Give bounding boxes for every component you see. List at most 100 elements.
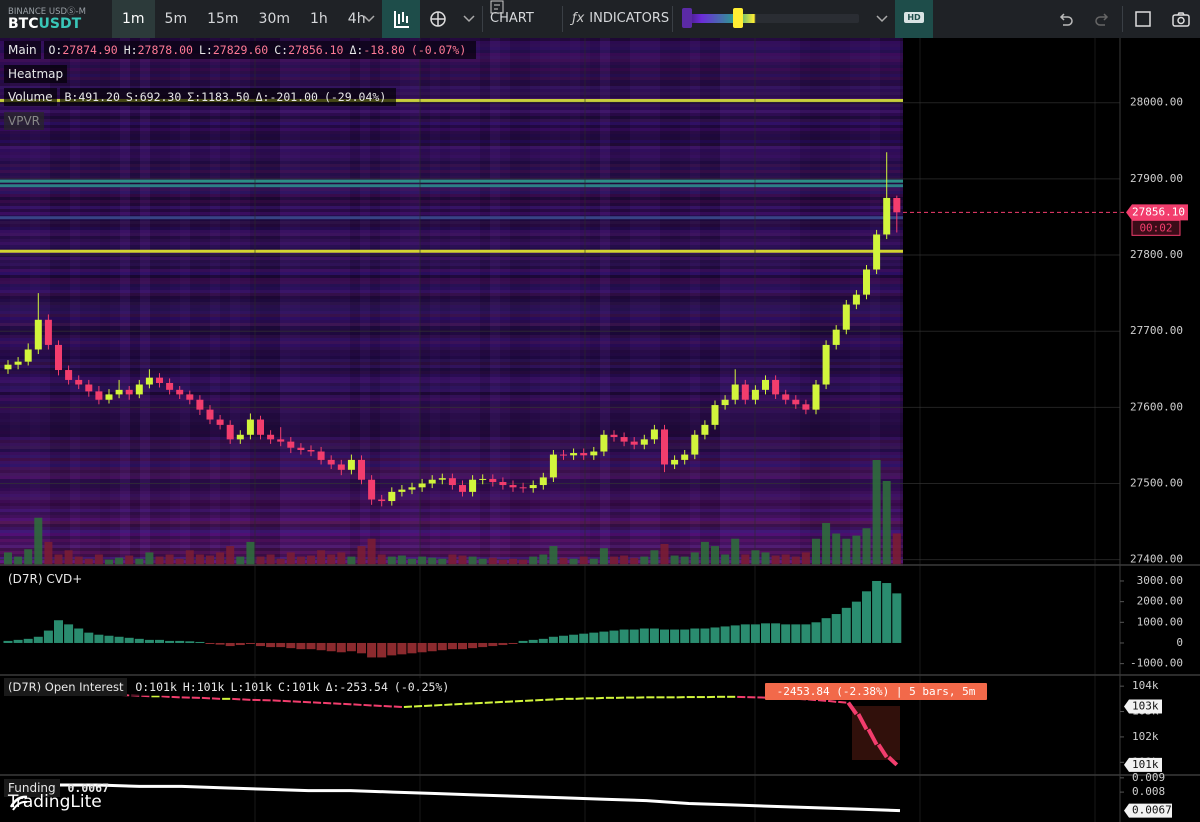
candle-icon bbox=[394, 11, 409, 28]
heatmap-stripe bbox=[0, 218, 903, 221]
heatmap-column bbox=[780, 38, 790, 565]
volume-bar bbox=[680, 556, 689, 565]
heatmap-stripe bbox=[0, 533, 903, 536]
heatmap-stripe bbox=[0, 137, 903, 140]
slider-handle[interactable] bbox=[733, 8, 743, 28]
pane-title[interactable]: Main bbox=[4, 41, 41, 59]
candle-body bbox=[307, 450, 315, 452]
volume-bar bbox=[579, 556, 588, 565]
heatmap-stripe bbox=[0, 242, 903, 245]
candle-type-button[interactable] bbox=[382, 0, 420, 38]
volume-bar bbox=[781, 554, 790, 565]
legend-item: (-0.07%) bbox=[411, 43, 466, 57]
overlay-title[interactable]: Heatmap bbox=[4, 65, 68, 83]
heatmap-slider[interactable] bbox=[684, 14, 859, 23]
timeframe-button[interactable]: 5m bbox=[164, 11, 188, 27]
timeframe-button[interactable]: 1m bbox=[112, 0, 155, 38]
candle-body bbox=[408, 487, 416, 490]
hd-button[interactable]: HD bbox=[895, 0, 933, 38]
cvd-bar bbox=[882, 583, 892, 643]
cvd-bar bbox=[771, 623, 781, 643]
volume-bar bbox=[84, 558, 93, 565]
heatmap-stripe bbox=[0, 146, 903, 149]
heatmap-column bbox=[110, 38, 120, 565]
cvd-bar bbox=[64, 624, 74, 643]
heatmap-stripe bbox=[0, 206, 903, 209]
pane-title[interactable]: Funding bbox=[4, 779, 60, 797]
legend-value: (-0.25%) bbox=[393, 680, 450, 694]
heatmap-stripe bbox=[0, 323, 903, 326]
heatmap-stripe bbox=[0, 350, 903, 353]
overlay-title[interactable]: Volume bbox=[4, 88, 57, 106]
candle-body bbox=[166, 382, 174, 390]
timeframe-button[interactable]: 4h bbox=[347, 11, 366, 27]
liquidity-level bbox=[0, 179, 903, 183]
cvd-bar bbox=[639, 628, 649, 643]
heatmap-stripe bbox=[0, 86, 903, 89]
volume-bar bbox=[418, 556, 427, 565]
overlay-title[interactable]: VPVR bbox=[4, 112, 44, 130]
volume-legend: Volume B:491.20 S:692.30 Σ:1183.50 Δ:-201.0… bbox=[4, 88, 397, 106]
heatmap-stripe bbox=[0, 344, 903, 347]
chevron[interactable] bbox=[875, 13, 889, 25]
candle-body bbox=[287, 441, 295, 448]
candle-body bbox=[358, 459, 365, 480]
candle-body bbox=[156, 377, 163, 383]
legend-value: 27878.00 bbox=[137, 43, 193, 57]
heatmap-stripe bbox=[0, 173, 903, 176]
symbol-quote: USDT bbox=[38, 16, 82, 32]
heatmap-stripe bbox=[0, 116, 903, 119]
vpvr-legend: VPVR bbox=[4, 112, 44, 130]
chart-button[interactable]: CHART bbox=[490, 0, 534, 38]
indicators-button[interactable]: ƒx INDICATORS bbox=[572, 0, 669, 38]
slider-handle[interactable] bbox=[682, 8, 692, 28]
pane-title[interactable]: (D7R) Open Interest bbox=[4, 678, 128, 696]
candle-body bbox=[782, 394, 790, 400]
cvd-bar bbox=[559, 635, 568, 643]
funding-last-box bbox=[1124, 803, 1172, 818]
liquidity-level bbox=[0, 98, 903, 102]
globe-icon[interactable] bbox=[428, 9, 448, 29]
redo-icon[interactable] bbox=[1094, 10, 1112, 28]
heatmap-stripe bbox=[0, 422, 903, 425]
oi-segment bbox=[876, 743, 889, 759]
heatmap-column bbox=[210, 38, 220, 565]
heatmap-column bbox=[730, 38, 740, 565]
chevron[interactable] bbox=[362, 13, 376, 25]
cvd-bar bbox=[377, 642, 387, 658]
legend-value: 101k bbox=[149, 680, 177, 694]
heatmap-stripe bbox=[0, 368, 903, 371]
heatmap-stripe bbox=[0, 488, 903, 491]
candle-body bbox=[509, 485, 517, 488]
fullscreen-icon[interactable] bbox=[1134, 10, 1152, 28]
candle-body bbox=[721, 399, 729, 406]
candle-body bbox=[883, 197, 891, 235]
timeframe-button[interactable]: 15m bbox=[207, 11, 239, 27]
symbol[interactable]: BTCUSDT bbox=[8, 16, 81, 32]
heatmap-stripe bbox=[0, 209, 903, 212]
heatmap-stripe bbox=[0, 236, 903, 239]
candle-body bbox=[681, 454, 689, 460]
oi-segment bbox=[211, 697, 221, 700]
oi-segment bbox=[504, 700, 514, 703]
legend-value: (-29.04%) bbox=[323, 90, 387, 104]
y-tick-label: 104k bbox=[1132, 679, 1159, 692]
volume-bar bbox=[307, 555, 315, 565]
heatmap-stripe bbox=[0, 491, 903, 494]
undo-icon[interactable] bbox=[1056, 10, 1074, 28]
camera-icon[interactable] bbox=[1171, 10, 1191, 28]
pane-title[interactable]: (D7R) CVD+ bbox=[4, 570, 87, 588]
cvd-bar bbox=[730, 625, 740, 643]
volume-bar bbox=[488, 557, 497, 565]
cvd-bar bbox=[427, 642, 437, 652]
timeframe-button[interactable]: 30m bbox=[258, 11, 290, 27]
heatmap-stripe bbox=[0, 293, 903, 296]
timeframe-button[interactable]: 1h bbox=[310, 11, 328, 27]
heatmap-column bbox=[600, 38, 610, 565]
heatmap-stripe bbox=[0, 71, 903, 74]
cvd-bar bbox=[144, 639, 154, 643]
chevron[interactable] bbox=[462, 13, 476, 25]
candle-body bbox=[661, 429, 668, 465]
heatmap-stripe bbox=[0, 77, 903, 80]
